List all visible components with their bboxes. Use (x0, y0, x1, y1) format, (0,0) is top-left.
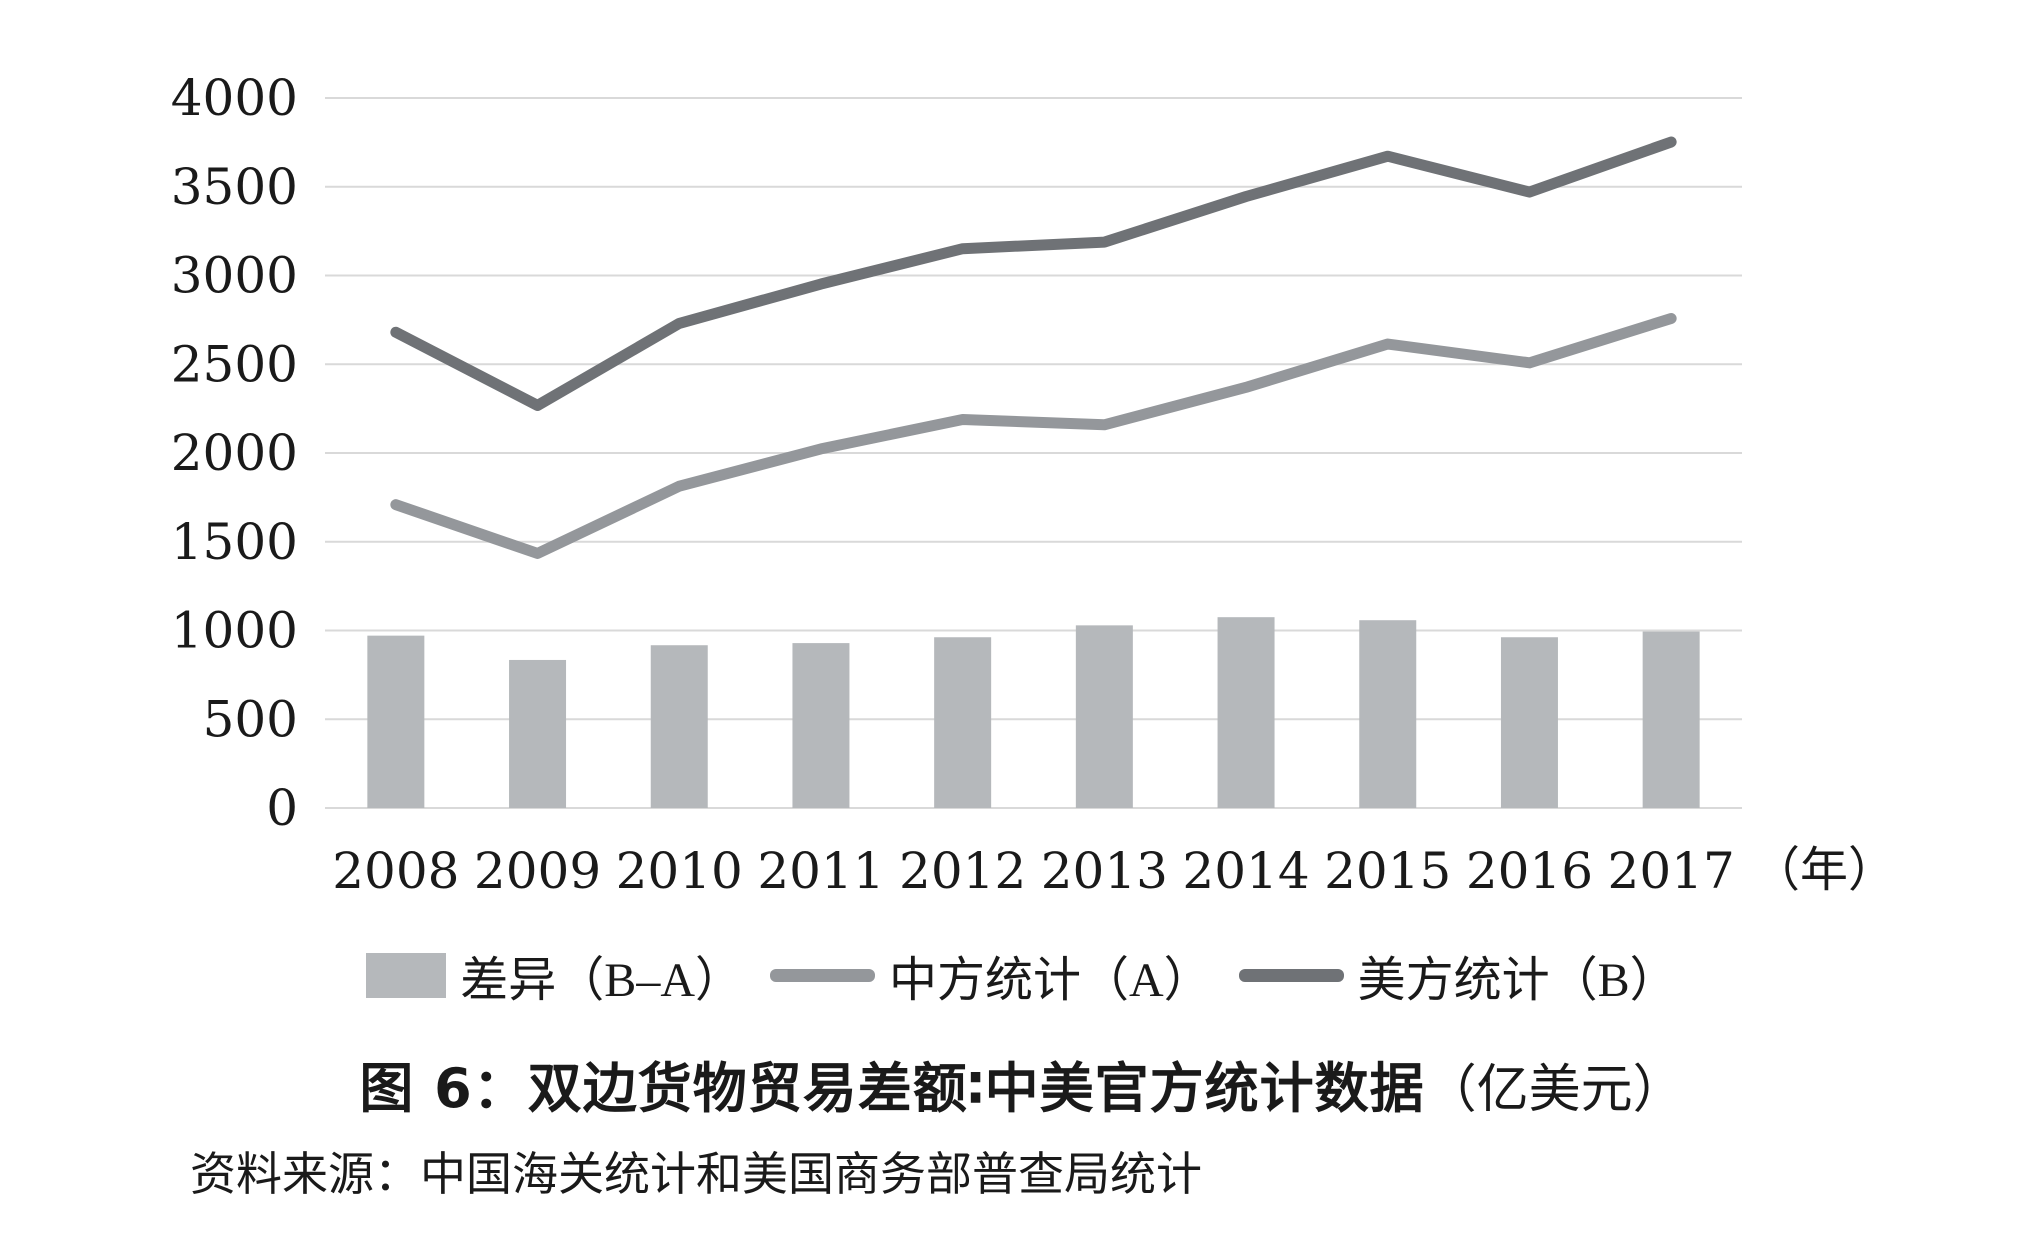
bar-2009 (509, 659, 567, 808)
bar-2010 (650, 645, 708, 808)
x-tick-label-2008: 2008 (332, 842, 459, 900)
bar-2016 (1500, 637, 1558, 808)
source-note: 资料来源：中国海关统计和美国商务部普查局统计 (190, 1149, 1202, 1200)
x-tick-label-2010: 2010 (616, 842, 743, 900)
x-tick-label-2012: 2012 (899, 842, 1026, 900)
y-tick-label-0: 0 (266, 779, 298, 837)
y-tick-label-2500: 2500 (171, 335, 298, 393)
legend-item-us-stats: 美方统计（B） (1238, 940, 1678, 1010)
y-tick-label-4000: 4000 (171, 69, 298, 127)
bar-2012 (934, 637, 992, 808)
chart-title: 图 6：双边货物贸易差额∶中美官方统计数据（亿美元） (0, 1044, 2044, 1123)
y-tick-label-500: 500 (203, 690, 298, 748)
line-series-2 (390, 136, 1677, 411)
legend-item-difference: 差异（B–A） (366, 940, 743, 1010)
x-tick-label-2017: 2017 (1608, 842, 1735, 900)
legend-label-us-stats: 美方统计（B） (1357, 954, 1678, 1007)
y-tick-label-3000: 3000 (171, 247, 298, 305)
bar-2008 (367, 635, 425, 808)
bar-2013 (1075, 625, 1133, 808)
legend-item-china-stats: 中方统计（A） (769, 940, 1212, 1010)
bar-2014 (1217, 617, 1275, 808)
y-tick-label-1500: 1500 (171, 513, 298, 571)
x-tick-label-2013: 2013 (1041, 842, 1168, 900)
line-swatch-us (1238, 968, 1344, 982)
x-tick-label-2015: 2015 (1324, 842, 1451, 900)
x-tick-label-2009: 2009 (474, 842, 601, 900)
legend-label-china-stats: 中方统计（A） (888, 954, 1212, 1007)
x-tick-label-2011: 2011 (757, 842, 884, 900)
legend: 差异（B–A） 中方统计（A） 美方统计（B） (0, 940, 2044, 1010)
line-swatch-china (769, 968, 875, 982)
y-tick-label-3500: 3500 (171, 158, 298, 216)
bar-2015 (1359, 620, 1417, 808)
bar-swatch (366, 952, 447, 998)
trade-balance-combo-chart: 0 500 1000 1500 2000 2500 3000 3500 4000 2008 2009… (171, 69, 1896, 900)
line-series-1 (390, 312, 1677, 559)
y-tick-label-2000: 2000 (171, 424, 298, 482)
bar-2017 (1642, 631, 1700, 808)
y-tick-label-1000: 1000 (171, 602, 298, 660)
x-tick-label-2016: 2016 (1466, 842, 1593, 900)
legend-label-difference: 差异（B–A） (460, 954, 743, 1007)
x-tick-label-2014: 2014 (1182, 842, 1309, 900)
chart-title-text: 图 6：双边货物贸易差额∶中美官方统计数据 (359, 1057, 1425, 1120)
chart-title-unit: （亿美元） (1424, 1060, 1685, 1120)
x-axis-unit: （年） (1752, 842, 1896, 898)
bar-2011 (792, 643, 850, 808)
